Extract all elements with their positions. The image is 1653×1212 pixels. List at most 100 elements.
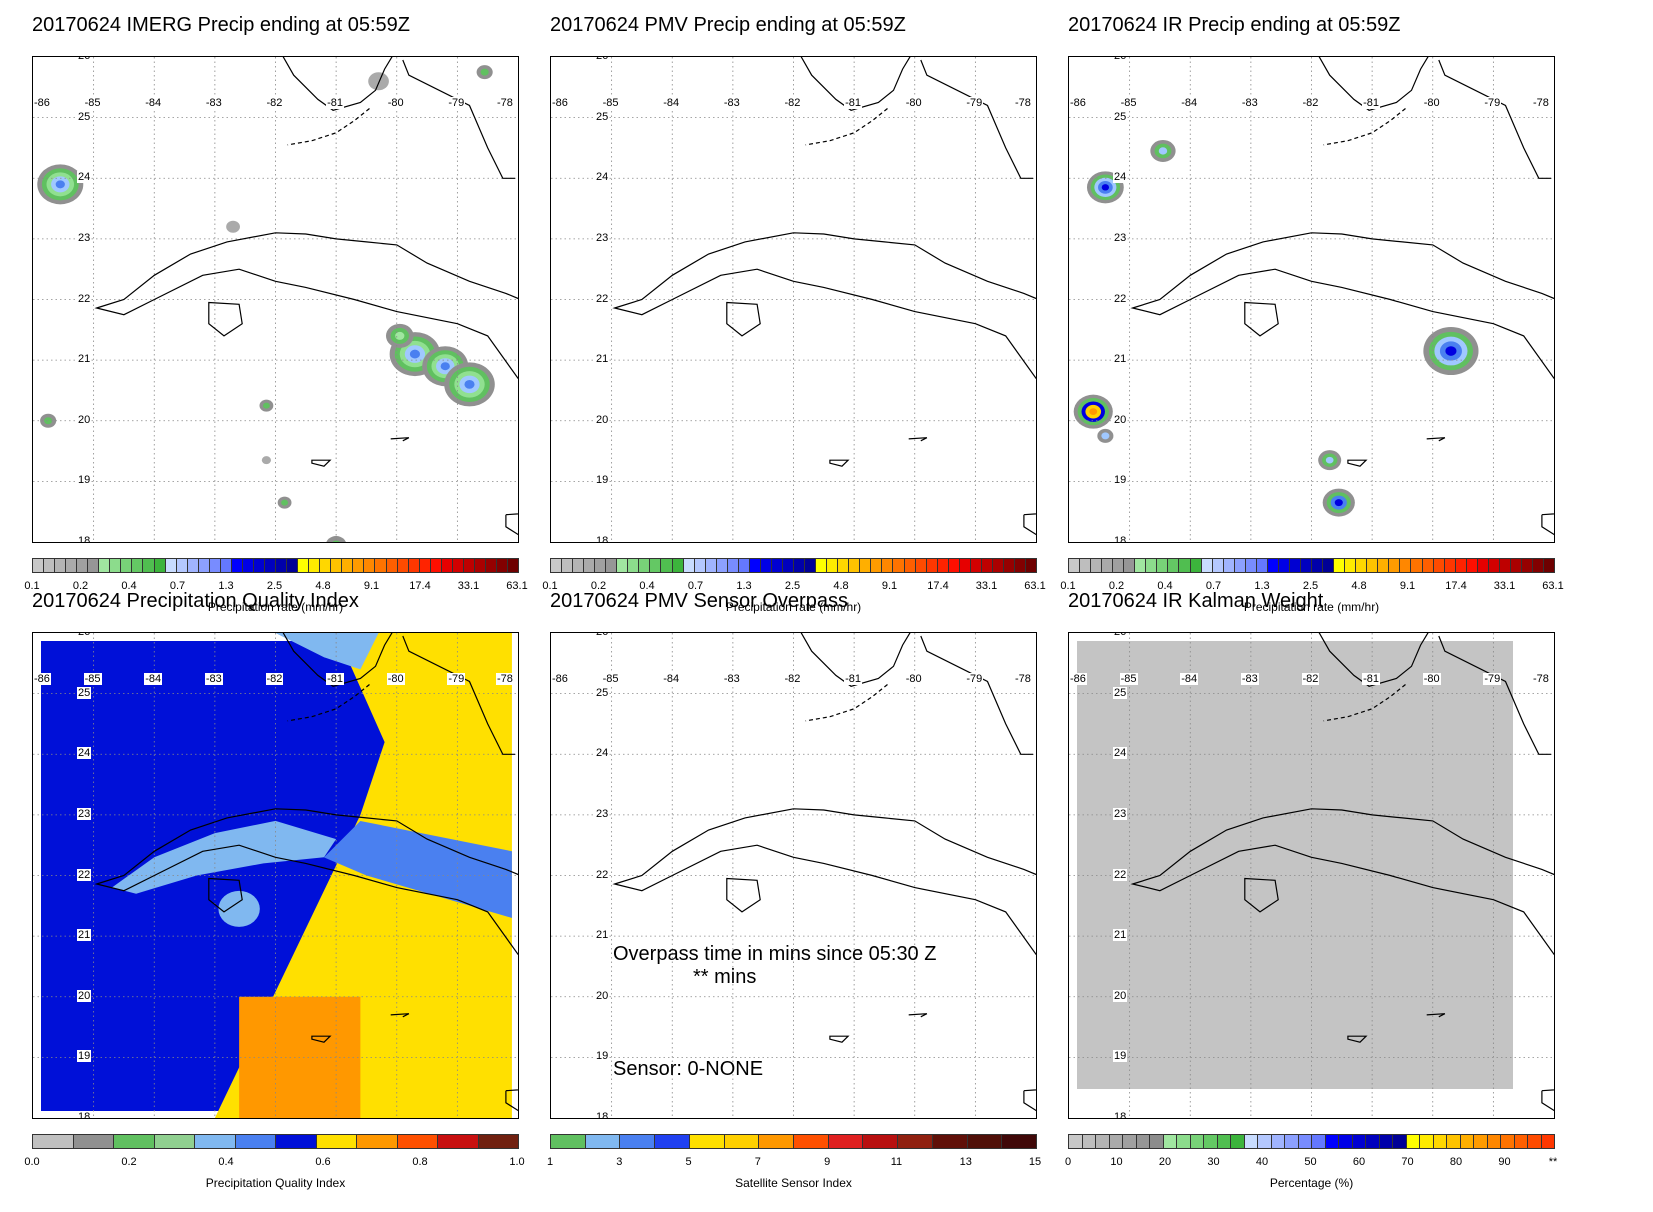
colorbar-tick-label: 63.1 bbox=[1024, 580, 1046, 592]
isla-juventud-coast bbox=[1244, 877, 1279, 913]
ir-cell-sw2-layer bbox=[1101, 432, 1110, 440]
colorbar-ticks: 0.1 0.2 0.4 0.7 1.3 2.5 4.8 9.1 17.4 33.1 63.1 bbox=[542, 580, 1045, 594]
colorbar-swatch bbox=[1420, 1135, 1434, 1148]
lon-label: -82 bbox=[265, 97, 284, 109]
lat-label: 26 bbox=[77, 57, 92, 62]
colorbar-tick-label: 0.4 bbox=[121, 580, 137, 592]
lat-label: 21 bbox=[1113, 929, 1128, 942]
coastlines bbox=[1130, 57, 1554, 536]
lon-label: -78 bbox=[496, 97, 514, 109]
cayman-coast bbox=[1347, 1035, 1368, 1043]
colorbar-swatch bbox=[441, 559, 453, 572]
ir-cell-nw-layer bbox=[1158, 147, 1168, 155]
colorbar-label: Percentage (%) bbox=[1269, 1176, 1354, 1190]
colorbar-tick-label: 0.7 bbox=[1205, 580, 1222, 592]
colorbar-ticks: 0 10 20 30 40 50 60 70 80 90 ** bbox=[1065, 1156, 1557, 1170]
lat-label: 23 bbox=[77, 231, 92, 244]
bahamas-coast bbox=[1438, 635, 1551, 755]
lon-label: -79 bbox=[1483, 673, 1502, 685]
colorbar-swatch bbox=[689, 1135, 725, 1148]
colorbar-swatch bbox=[485, 559, 497, 572]
lat-label: 23 bbox=[1113, 231, 1128, 244]
colorbar-swatch bbox=[606, 559, 618, 572]
colorbar-swatch bbox=[1244, 1135, 1258, 1148]
colorbar-swatch bbox=[932, 1135, 968, 1148]
coastlines bbox=[94, 633, 518, 1112]
precip-cell-s3-layer bbox=[332, 540, 340, 542]
colorbar-swatch bbox=[1532, 559, 1545, 572]
colorbar-swatch bbox=[1217, 1135, 1231, 1148]
colorbar-swatch bbox=[1345, 559, 1357, 572]
lon-label: -81 bbox=[326, 97, 345, 109]
lat-label: 26 bbox=[77, 633, 92, 638]
colorbar-swatch bbox=[1179, 559, 1191, 572]
precip-cell-fl-layer bbox=[368, 72, 389, 91]
colorbar-swatch bbox=[331, 559, 343, 572]
colorbar-swatch bbox=[1488, 559, 1500, 572]
lon-label: -83 bbox=[722, 97, 741, 109]
colorbar-swatch bbox=[1113, 559, 1125, 572]
colorbar-swatch bbox=[1528, 1135, 1542, 1148]
colorbar-tick-label: 1.0 bbox=[509, 1156, 525, 1168]
colorbar-tick-label: 5 bbox=[685, 1156, 692, 1168]
colorbar-swatch bbox=[759, 1135, 795, 1148]
lon-label: -80 bbox=[386, 97, 405, 109]
bahamas-coast bbox=[402, 635, 515, 755]
precip-cell-fl bbox=[368, 72, 389, 91]
colorbar-tick-label: 20 bbox=[1158, 1156, 1172, 1168]
colorbar-swatch bbox=[1212, 559, 1224, 572]
lat-label: 18 bbox=[77, 1111, 92, 1118]
precip-cell-cuba2-layer bbox=[440, 362, 450, 371]
colorbar-swatch bbox=[195, 1135, 236, 1148]
colorbar-swatch bbox=[1150, 1135, 1164, 1148]
colorbar-tick-label: 11 bbox=[890, 1156, 903, 1168]
colorbar-swatch bbox=[1231, 1135, 1245, 1148]
lat-label: 19 bbox=[77, 1050, 92, 1063]
colorbar-swatch bbox=[316, 1135, 357, 1148]
map-svg bbox=[33, 57, 518, 542]
quality-region-mid bbox=[324, 820, 512, 918]
colorbar-swatch bbox=[771, 559, 783, 572]
lat-label: 25 bbox=[77, 110, 92, 123]
cuba-coast bbox=[1130, 808, 1554, 955]
colorbar-swatch bbox=[724, 1135, 760, 1148]
ir-cell-cuba bbox=[1423, 327, 1479, 376]
quality-isla-patch-layer bbox=[218, 890, 260, 927]
cayman-coast bbox=[311, 459, 332, 467]
florida-coast bbox=[800, 633, 911, 687]
lon-label: -83 bbox=[204, 97, 223, 109]
colorbar-tick-label: 90 bbox=[1498, 1156, 1511, 1168]
jamaica-coast bbox=[1023, 1089, 1036, 1112]
lat-label: 23 bbox=[77, 807, 92, 820]
lat-label: 22 bbox=[77, 292, 92, 305]
colorbar-swatch bbox=[1378, 559, 1390, 572]
lon-label: -82 bbox=[783, 673, 802, 685]
colorbar-swatch bbox=[276, 1135, 317, 1148]
colorbar-swatch bbox=[1393, 1135, 1407, 1148]
lon-label: -86 bbox=[1069, 97, 1087, 109]
colorbar-swatch bbox=[1256, 559, 1268, 572]
colorbar-swatch bbox=[551, 559, 563, 572]
colorbar-swatch bbox=[1433, 559, 1445, 572]
lat-label: 24 bbox=[1113, 171, 1128, 184]
colorbar-tick-label: 33.1 bbox=[457, 580, 480, 592]
colorbar-swatch bbox=[1102, 559, 1114, 572]
colorbar-swatch bbox=[1352, 1135, 1366, 1148]
lat-label: 20 bbox=[595, 413, 610, 426]
colorbar-tick-label: 40 bbox=[1255, 1156, 1269, 1168]
colorbar-swatch bbox=[937, 559, 949, 572]
map-svg bbox=[1069, 57, 1554, 542]
colorbar-swatch bbox=[1406, 1135, 1420, 1148]
colorbar-swatch bbox=[1258, 1135, 1272, 1148]
lat-label: 24 bbox=[77, 171, 92, 184]
colorbar-swatch bbox=[1366, 1135, 1380, 1148]
lon-label: -84 bbox=[662, 673, 681, 685]
colorbar-swatch bbox=[220, 559, 232, 572]
precip-cell-gulf-layer bbox=[226, 220, 240, 233]
lat-label: 26 bbox=[1113, 633, 1128, 638]
cuba-coast bbox=[1130, 232, 1554, 379]
colorbar bbox=[32, 558, 519, 573]
colorbar-ticks: 0.0 0.2 0.4 0.6 0.8 1.0 bbox=[24, 1156, 524, 1170]
colorbar-swatch bbox=[1455, 559, 1467, 572]
colorbar-swatch bbox=[551, 1135, 586, 1148]
